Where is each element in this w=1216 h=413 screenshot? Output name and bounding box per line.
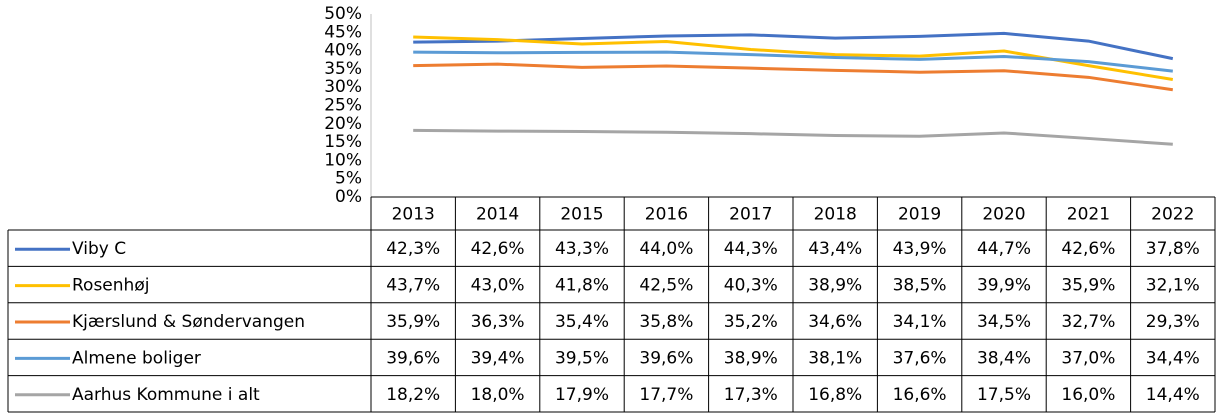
data-label: 39,6% <box>639 348 693 368</box>
legend-label: Almene boliger <box>72 348 201 368</box>
data-label: 44,0% <box>639 239 693 259</box>
data-label: 43,7% <box>386 276 440 296</box>
legend-label: Viby C <box>72 239 126 259</box>
data-label: 35,9% <box>1061 276 1115 296</box>
data-label: 35,9% <box>386 312 440 332</box>
data-label: 37,8% <box>1146 239 1200 259</box>
y-tick-label: 25% <box>324 96 362 116</box>
y-tick-label: 5% <box>335 169 362 189</box>
data-label: 39,9% <box>977 276 1031 296</box>
series-line <box>413 62 1174 92</box>
y-tick-label: 35% <box>324 59 362 79</box>
data-label: 42,6% <box>471 239 525 259</box>
y-tick-label: 15% <box>324 132 362 152</box>
data-label: 40,3% <box>724 276 778 296</box>
data-label: 16,8% <box>808 385 862 405</box>
y-tick-label: 0% <box>335 187 362 207</box>
data-label: 17,9% <box>555 385 609 405</box>
data-label: 32,7% <box>1061 312 1115 332</box>
data-label: 42,5% <box>639 276 693 296</box>
data-label: 35,2% <box>724 312 778 332</box>
data-label: 16,0% <box>1061 385 1115 405</box>
x-tick-label: 2021 <box>1067 205 1110 225</box>
x-tick-label: 2017 <box>729 205 772 225</box>
data-label: 17,7% <box>639 385 693 405</box>
data-label: 37,6% <box>893 348 947 368</box>
y-tick-label: 30% <box>324 77 362 97</box>
x-tick-label: 2016 <box>645 205 688 225</box>
series-line <box>413 128 1173 146</box>
data-label: 34,6% <box>808 312 862 332</box>
data-label: 44,7% <box>977 239 1031 259</box>
x-tick-label: 2020 <box>982 205 1025 225</box>
data-label: 38,9% <box>808 276 862 296</box>
data-label: 17,3% <box>724 385 778 405</box>
data-label: 18,2% <box>386 385 440 405</box>
data-label: 29,3% <box>1146 312 1200 332</box>
y-tick-label: 40% <box>324 41 362 61</box>
legend-label: Kjærslund & Søndervangen <box>72 312 305 332</box>
data-label: 39,5% <box>555 348 609 368</box>
x-tick-label: 2018 <box>814 205 857 225</box>
data-label: 41,8% <box>555 276 609 296</box>
data-label: 14,4% <box>1146 385 1200 405</box>
data-label: 38,5% <box>893 276 947 296</box>
data-label: 38,9% <box>724 348 778 368</box>
data-label: 39,6% <box>386 348 440 368</box>
data-label: 42,6% <box>1061 239 1115 259</box>
y-tick-label: 20% <box>324 114 362 134</box>
data-label: 18,0% <box>471 385 525 405</box>
x-tick-label: 2014 <box>476 205 519 225</box>
data-label: 38,4% <box>977 348 1031 368</box>
x-tick-label: 2022 <box>1151 205 1194 225</box>
data-label: 37,0% <box>1061 348 1115 368</box>
x-tick-label: 2019 <box>898 205 941 225</box>
data-label: 32,1% <box>1146 276 1200 296</box>
series-line <box>413 50 1173 73</box>
series-line <box>413 31 1174 61</box>
data-label: 34,5% <box>977 312 1031 332</box>
legend-label: Aarhus Kommune i alt <box>72 385 260 405</box>
legend-label: Rosenhøj <box>72 276 149 296</box>
data-label: 16,6% <box>893 385 947 405</box>
data-label: 35,4% <box>555 312 609 332</box>
data-label: 35,8% <box>639 312 693 332</box>
data-label: 43,9% <box>893 239 947 259</box>
data-label: 43,3% <box>555 239 609 259</box>
data-label: 34,4% <box>1146 348 1200 368</box>
data-label: 17,5% <box>977 385 1031 405</box>
y-tick-label: 50% <box>324 4 362 24</box>
data-label: 43,4% <box>808 239 862 259</box>
x-tick-label: 2015 <box>560 205 603 225</box>
y-tick-label: 10% <box>324 150 362 170</box>
data-label: 34,1% <box>893 312 947 332</box>
data-label: 39,4% <box>471 348 525 368</box>
data-label: 43,0% <box>471 276 525 296</box>
data-label: 44,3% <box>724 239 778 259</box>
data-label: 42,3% <box>386 239 440 259</box>
data-label: 38,1% <box>808 348 862 368</box>
y-tick-label: 45% <box>324 22 362 42</box>
data-label: 36,3% <box>471 312 525 332</box>
x-tick-label: 2013 <box>392 205 435 225</box>
